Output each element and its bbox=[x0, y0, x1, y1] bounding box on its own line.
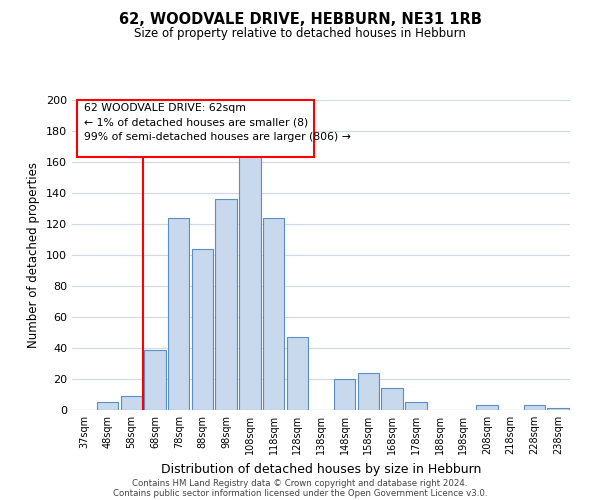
Bar bbox=[168, 218, 190, 410]
Bar bbox=[476, 406, 497, 410]
Text: 62 WOODVALE DRIVE: 62sqm
← 1% of detached houses are smaller (8)
99% of semi-det: 62 WOODVALE DRIVE: 62sqm ← 1% of detache… bbox=[85, 103, 352, 142]
Bar bbox=[215, 199, 237, 410]
Text: Contains HM Land Registry data © Crown copyright and database right 2024.: Contains HM Land Registry data © Crown c… bbox=[132, 478, 468, 488]
Bar bbox=[405, 402, 427, 410]
Bar bbox=[334, 379, 355, 410]
FancyBboxPatch shape bbox=[77, 100, 314, 158]
Y-axis label: Number of detached properties: Number of detached properties bbox=[28, 162, 40, 348]
Bar bbox=[524, 406, 545, 410]
Text: 62, WOODVALE DRIVE, HEBBURN, NE31 1RB: 62, WOODVALE DRIVE, HEBBURN, NE31 1RB bbox=[119, 12, 481, 28]
Bar bbox=[239, 154, 260, 410]
Bar bbox=[192, 249, 213, 410]
Bar bbox=[358, 373, 379, 410]
Bar bbox=[121, 396, 142, 410]
Text: Contains public sector information licensed under the Open Government Licence v3: Contains public sector information licen… bbox=[113, 488, 487, 498]
Bar bbox=[263, 218, 284, 410]
Text: Size of property relative to detached houses in Hebburn: Size of property relative to detached ho… bbox=[134, 28, 466, 40]
Bar bbox=[97, 402, 118, 410]
X-axis label: Distribution of detached houses by size in Hebburn: Distribution of detached houses by size … bbox=[161, 462, 481, 475]
Bar bbox=[287, 337, 308, 410]
Bar bbox=[547, 408, 569, 410]
Bar bbox=[145, 350, 166, 410]
Bar bbox=[382, 388, 403, 410]
